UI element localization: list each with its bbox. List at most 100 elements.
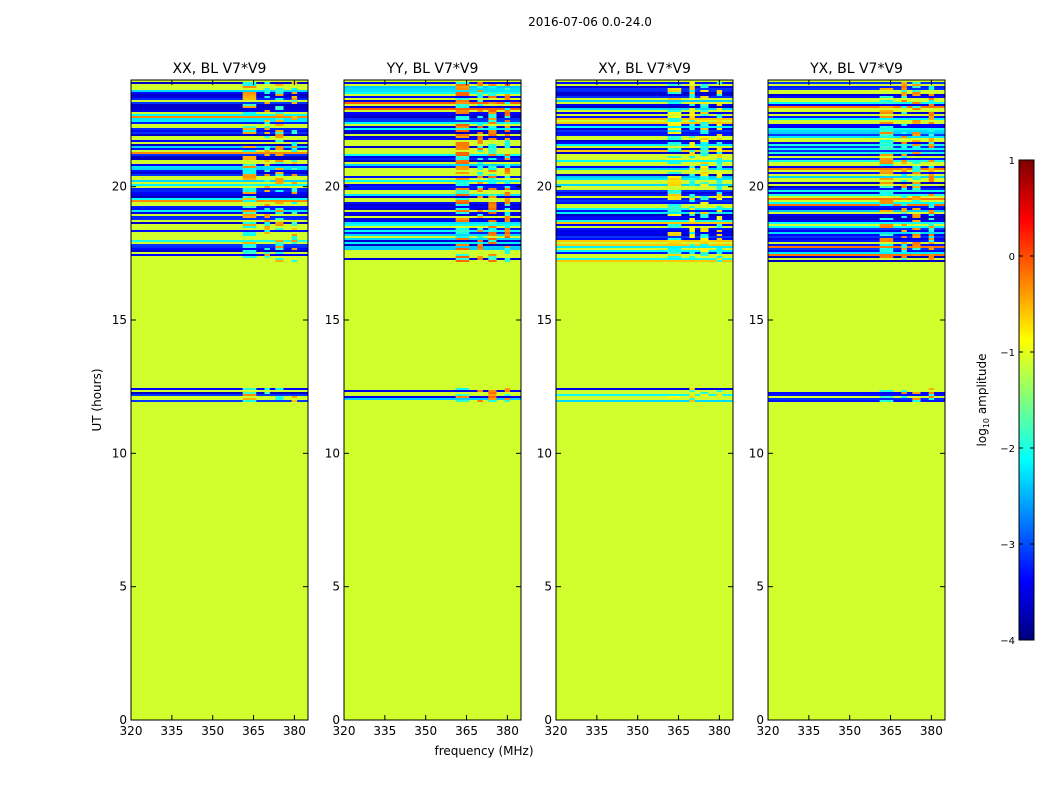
rfi-speckle: [504, 186, 511, 188]
rfi-speckle: [488, 132, 497, 134]
rfi-speckle: [912, 172, 921, 174]
rfi-speckle: [901, 244, 907, 246]
rfi-speckle: [912, 120, 921, 122]
rfi-speckle: [689, 220, 695, 222]
rfi-speckle: [879, 256, 894, 258]
rfi-speckle: [901, 174, 907, 176]
rfi-speckle: [504, 164, 511, 166]
rfi-speckle: [504, 168, 511, 170]
rfi-row: [131, 98, 308, 100]
rfi-speckle: [912, 220, 921, 222]
rfi-row: [768, 188, 945, 190]
rfi-row: [131, 388, 308, 390]
rfi-row: [344, 242, 521, 244]
rfi-speckle: [504, 220, 511, 222]
x-tick-label: 320: [120, 724, 143, 738]
rfi-speckle: [291, 142, 298, 144]
rfi-row: [556, 192, 733, 194]
rfi-speckle: [488, 188, 497, 190]
rfi-speckle: [879, 158, 894, 160]
rfi-speckle: [242, 190, 257, 192]
rfi-speckle: [912, 244, 921, 246]
y-tick-label: 10: [537, 446, 552, 460]
rfi-row: [768, 210, 945, 212]
rfi-speckle: [689, 390, 695, 392]
x-tick-label: 380: [920, 724, 943, 738]
rfi-row: [768, 154, 945, 156]
rfi-speckle: [901, 188, 907, 190]
rfi-speckle: [488, 256, 497, 258]
rfi-row: [131, 116, 308, 118]
rfi-speckle: [667, 138, 682, 140]
rfi-speckle: [264, 160, 270, 162]
rfi-speckle: [700, 182, 709, 184]
rfi-speckle: [477, 240, 483, 242]
rfi-speckle: [275, 92, 284, 94]
x-tick-label: 350: [626, 724, 649, 738]
rfi-speckle: [455, 130, 470, 132]
rfi-speckle: [488, 210, 497, 212]
x-tick-label: 335: [585, 724, 608, 738]
rfi-row: [131, 90, 308, 92]
rfi-speckle: [275, 258, 284, 260]
rfi-speckle: [291, 174, 298, 176]
rfi-speckle: [689, 180, 695, 182]
rfi-speckle: [879, 142, 894, 144]
rfi-speckle: [455, 112, 470, 114]
rfi-speckle: [901, 194, 907, 196]
rfi-speckle: [242, 246, 257, 248]
y-tick-label: 0: [332, 713, 340, 727]
rfi-speckle: [928, 236, 935, 238]
rfi-speckle: [689, 228, 695, 230]
rfi-row: [131, 184, 308, 186]
rfi-speckle: [275, 210, 284, 212]
rfi-row: [344, 202, 521, 204]
rfi-row: [768, 176, 945, 178]
rfi-speckle: [689, 146, 695, 148]
rfi-speckle: [242, 400, 257, 402]
rfi-speckle: [291, 202, 298, 204]
rfi-row: [768, 96, 945, 98]
rfi-speckle: [455, 400, 470, 402]
rfi-row: [768, 142, 945, 144]
rfi-speckle: [912, 228, 921, 230]
rfi-row: [344, 156, 521, 158]
rfi-speckle: [477, 140, 483, 142]
rfi-speckle: [716, 148, 723, 150]
rfi-row: [556, 148, 733, 150]
panel-frame: [767, 79, 946, 721]
rfi-speckle: [879, 130, 894, 132]
rfi-speckle: [716, 196, 723, 198]
rfi-speckle: [455, 168, 470, 170]
rfi-speckle: [928, 116, 935, 118]
rfi-speckle: [716, 176, 723, 178]
rfi-speckle: [242, 198, 257, 200]
rfi-row: [344, 220, 521, 222]
y-tick-label: 15: [325, 313, 340, 327]
rfi-speckle: [667, 396, 682, 398]
rfi-speckle: [716, 90, 723, 92]
rfi-row: [768, 238, 945, 240]
rfi-speckle: [264, 200, 270, 202]
rfi-speckle: [879, 218, 894, 220]
rfi-row: [556, 258, 733, 260]
rfi-row: [768, 226, 945, 228]
rfi-speckle: [455, 236, 470, 238]
rfi-speckle: [928, 134, 935, 136]
rfi-row: [556, 210, 733, 212]
rfi-speckle: [700, 136, 709, 138]
y-tick-label: 0: [544, 713, 552, 727]
rfi-speckle: [477, 176, 483, 178]
rfi-speckle: [275, 172, 284, 174]
rfi-speckle: [879, 164, 894, 166]
rfi-speckle: [912, 122, 921, 124]
rfi-speckle: [488, 148, 497, 150]
rfi-speckle: [291, 260, 298, 262]
rfi-speckle: [689, 226, 695, 228]
x-tick-label: 365: [667, 724, 690, 738]
rfi-row: [131, 120, 308, 122]
rfi-speckle: [901, 84, 907, 86]
rfi-row: [768, 192, 945, 194]
rfi-speckle: [242, 106, 257, 108]
